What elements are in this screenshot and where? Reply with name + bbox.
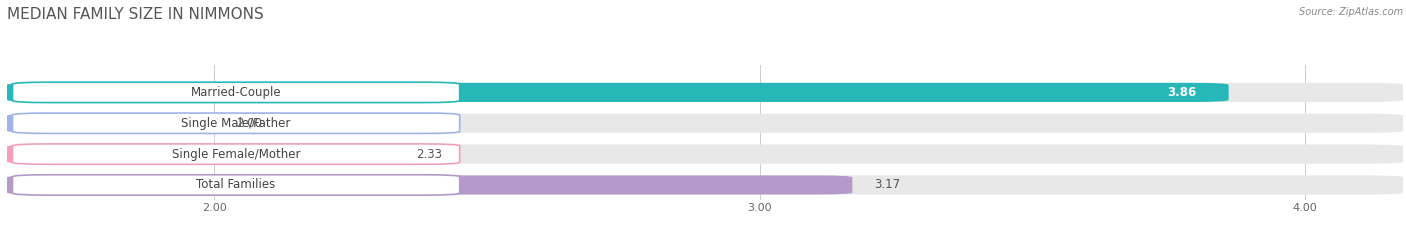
Text: Total Families: Total Families [197,178,276,192]
FancyBboxPatch shape [7,114,214,133]
Text: Single Female/Mother: Single Female/Mother [172,147,301,161]
FancyBboxPatch shape [7,114,1403,133]
FancyBboxPatch shape [13,175,460,195]
Text: Married-Couple: Married-Couple [191,86,281,99]
FancyBboxPatch shape [13,82,460,103]
FancyBboxPatch shape [7,175,1403,195]
FancyBboxPatch shape [7,175,852,195]
FancyBboxPatch shape [7,144,1403,164]
FancyBboxPatch shape [7,144,394,164]
FancyBboxPatch shape [7,83,1403,102]
FancyBboxPatch shape [7,83,1229,102]
Text: 2.00: 2.00 [236,117,262,130]
Text: MEDIAN FAMILY SIZE IN NIMMONS: MEDIAN FAMILY SIZE IN NIMMONS [7,7,264,22]
Text: 3.86: 3.86 [1167,86,1197,99]
Text: Single Male/Father: Single Male/Father [181,117,291,130]
Text: Source: ZipAtlas.com: Source: ZipAtlas.com [1299,7,1403,17]
FancyBboxPatch shape [13,144,460,164]
FancyBboxPatch shape [13,113,460,134]
Text: 3.17: 3.17 [875,178,900,192]
Text: 2.33: 2.33 [416,147,441,161]
